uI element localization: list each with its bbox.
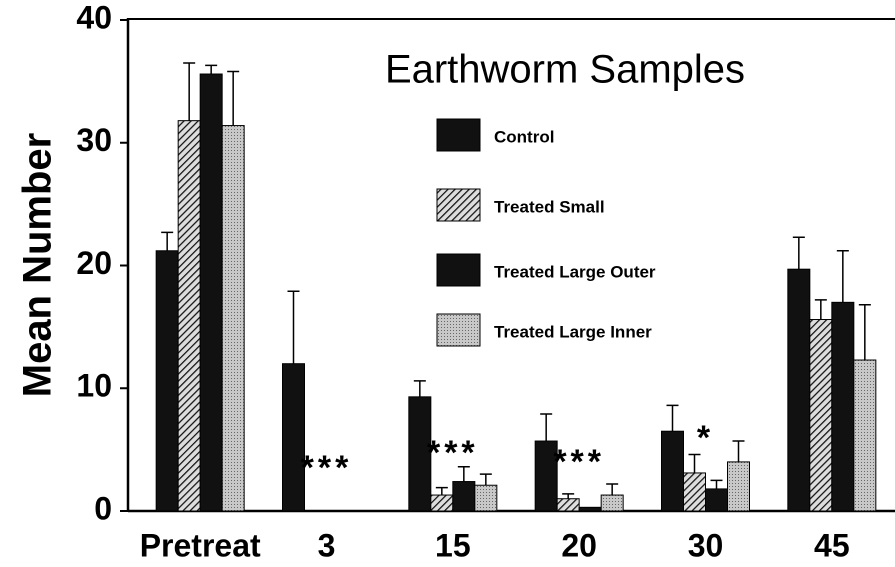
bar <box>430 494 454 512</box>
error-bar <box>562 493 575 499</box>
bar <box>600 494 624 512</box>
error-bar <box>205 64 218 75</box>
error-bar <box>792 236 805 270</box>
y-tick-label: 20 <box>76 245 112 281</box>
x-tick-label: 20 <box>561 527 597 563</box>
legend-swatch <box>436 313 481 347</box>
error-bar <box>858 304 871 361</box>
bar <box>221 125 245 512</box>
error-bar <box>666 404 679 432</box>
error-bar <box>814 299 827 320</box>
error-bar <box>479 473 492 486</box>
error-bar <box>836 250 849 303</box>
bar <box>282 363 305 512</box>
bar <box>683 472 706 512</box>
bar <box>556 498 580 512</box>
bar <box>474 484 498 512</box>
error-bar <box>710 479 723 489</box>
y-tick-label: 40 <box>76 0 112 35</box>
bar <box>727 461 750 512</box>
bar <box>853 359 877 512</box>
error-bar <box>732 440 745 462</box>
annotation: * <box>697 419 714 457</box>
bar <box>705 488 728 512</box>
bar <box>578 506 602 512</box>
annotation: *** <box>301 449 353 487</box>
bar <box>199 73 223 512</box>
x-tick-label: 3 <box>318 527 336 563</box>
bar <box>177 120 201 512</box>
error-bar <box>161 231 174 251</box>
y-tick-label: 0 <box>94 490 112 526</box>
error-bar <box>435 486 448 496</box>
x-tick-label: 45 <box>814 527 850 563</box>
error-bar <box>287 290 300 364</box>
y-axis-label: Mean Number <box>16 133 60 398</box>
chart-title: Earthworm Samples <box>385 48 745 92</box>
error-bar <box>457 466 470 482</box>
bar <box>787 268 811 512</box>
bar <box>661 430 684 512</box>
legend-swatch <box>436 118 481 152</box>
bar <box>452 481 476 512</box>
bar <box>155 250 179 512</box>
legend-label: Treated Large Outer <box>494 262 656 281</box>
y-tick-label: 10 <box>76 368 112 404</box>
error-bar <box>227 70 240 126</box>
bar <box>831 301 855 512</box>
error-bar <box>688 453 701 473</box>
annotation: *** <box>427 434 479 472</box>
annotation: *** <box>553 443 605 481</box>
legend-label: Treated Small <box>494 197 605 216</box>
error-bar <box>413 380 426 397</box>
x-tick-label: Pretreat <box>140 527 261 563</box>
error-bar <box>540 413 553 442</box>
bar <box>809 319 833 512</box>
x-tick-label: 30 <box>688 527 724 563</box>
legend-swatch <box>436 253 481 287</box>
error-bar <box>183 62 196 121</box>
y-tick-label: 30 <box>76 122 112 158</box>
error-bar <box>606 483 619 496</box>
x-tick-label: 15 <box>435 527 471 563</box>
legend-label: Treated Large Inner <box>494 322 652 341</box>
legend-swatch <box>436 188 481 222</box>
legend-label: Control <box>494 127 554 146</box>
